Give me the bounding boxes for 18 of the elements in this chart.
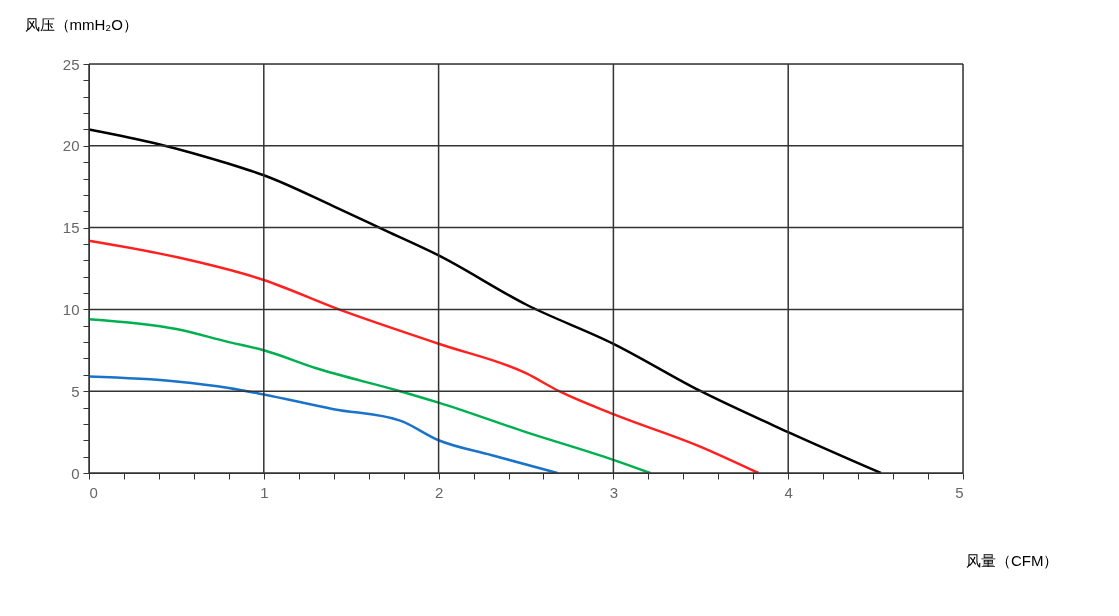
line-series [87,239,760,475]
x-axis-title: 风量（CFM） [966,551,1059,569]
x-tick-label: 3 [609,483,619,501]
y-tick-label: 20 [62,137,80,155]
y-tick-label: 0 [71,464,80,482]
y-tick-label: 15 [62,219,80,237]
x-tick-label: 4 [784,483,793,501]
y-tick-label: 5 [71,382,80,400]
y-axis-title: 风压（mmH₂O） [24,15,138,33]
x-tick-label: 2 [434,483,444,501]
x-tick-label: 5 [955,483,964,501]
line-series [87,128,883,475]
line-series [87,375,559,475]
x-tick-label: 0 [89,483,98,501]
y-tick-label: 10 [62,300,80,318]
x-tick-label: 1 [260,483,269,501]
y-tick-label: 25 [62,55,80,73]
line-series [87,317,652,475]
